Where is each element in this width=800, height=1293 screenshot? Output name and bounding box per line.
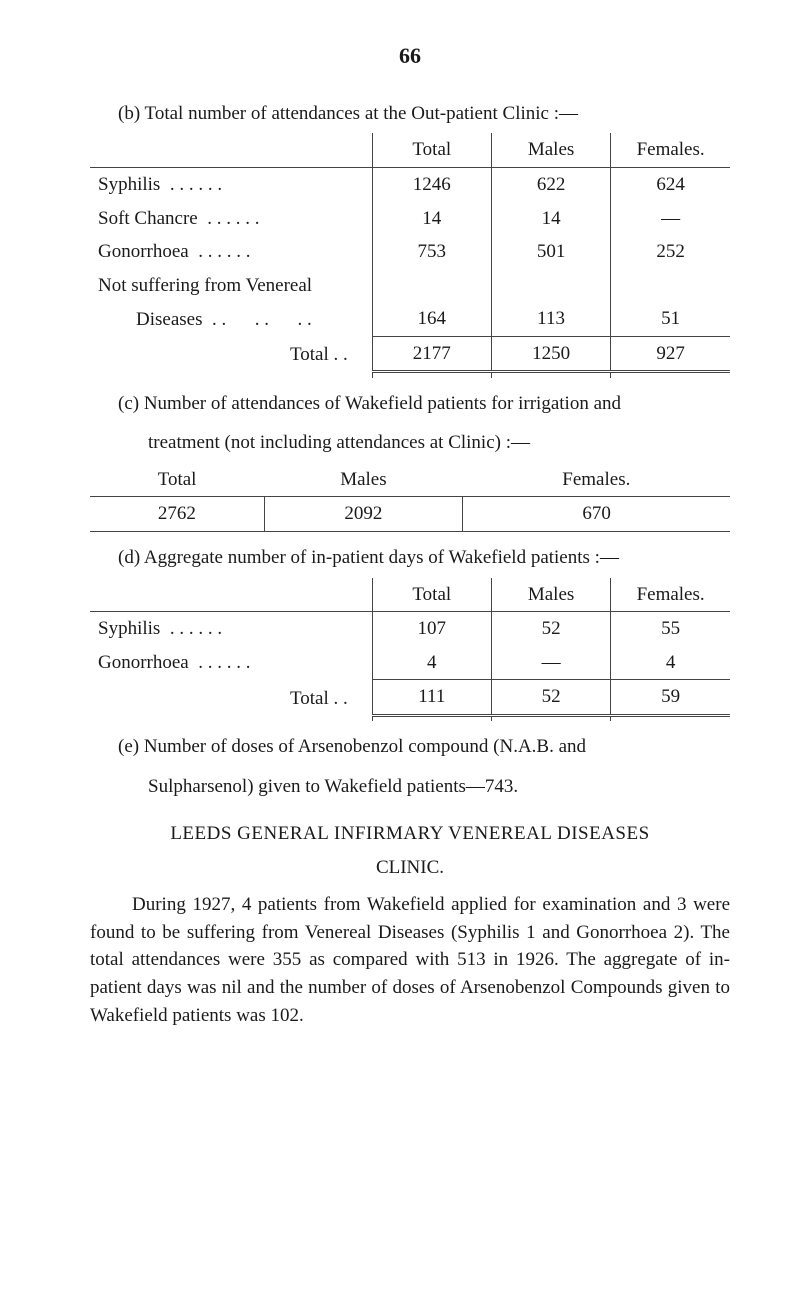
section-d-intro: (d) Aggregate number of in-patient days …	[90, 544, 730, 572]
table-row: Diseases . . . . . . 164 113 51	[90, 302, 730, 336]
row-label: Diseases . . . . . .	[90, 302, 372, 336]
row-label: Not suffering from Venereal	[90, 269, 372, 303]
leeds-subheading: CLINIC.	[90, 854, 730, 882]
table-b-head-females: Females.	[611, 133, 730, 167]
section-e-line1: (e) Number of doses of Arsenobenzol comp…	[90, 733, 730, 761]
c-males: 2092	[264, 497, 463, 532]
table-b: Total Males Females. Syphilis . . . . . …	[90, 133, 730, 377]
total-females: 59	[611, 680, 730, 716]
row-males	[491, 269, 610, 303]
table-row: Gonorrhoea . . . . . . 753 501 252	[90, 235, 730, 269]
total-total: 111	[372, 680, 491, 716]
row-total	[372, 269, 491, 303]
row-females: 624	[611, 167, 730, 201]
row-males: 113	[491, 302, 610, 336]
table-b-head-males: Males	[491, 133, 610, 167]
page-number: 66	[90, 40, 730, 72]
table-d-under-rule	[90, 715, 730, 721]
table-b-under-rule	[90, 372, 730, 378]
table-row: Not suffering from Venereal	[90, 269, 730, 303]
table-c-head-females: Females.	[463, 463, 730, 497]
row-females: —	[611, 202, 730, 236]
table-d-total-row: Total . . 111 52 59	[90, 680, 730, 716]
row-total: 1246	[372, 167, 491, 201]
c-total: 2762	[90, 497, 264, 532]
table-c-head: Total Males Females.	[90, 463, 730, 497]
table-b-head-blank	[90, 133, 372, 167]
row-label: Syphilis . . . . . .	[90, 167, 372, 201]
total-label: Total . .	[90, 336, 372, 372]
row-total: 753	[372, 235, 491, 269]
table-c-head-total: Total	[90, 463, 264, 497]
row-label: Soft Chancre . . . . . .	[90, 202, 372, 236]
table-b-total-row: Total . . 2177 1250 927	[90, 336, 730, 372]
row-label: Gonorrhoea . . . . . .	[90, 235, 372, 269]
row-label: Syphilis . . . . . .	[90, 612, 372, 646]
row-total: 164	[372, 302, 491, 336]
section-c-intro-2: treatment (not including attendances at …	[90, 429, 730, 457]
table-row: Syphilis . . . . . . 1246 622 624	[90, 167, 730, 201]
row-males: 622	[491, 167, 610, 201]
table-row: Soft Chancre . . . . . . 14 14 —	[90, 202, 730, 236]
row-males: 501	[491, 235, 610, 269]
table-d-head-males: Males	[491, 578, 610, 612]
table-d-head-total: Total	[372, 578, 491, 612]
table-b-head: Total Males Females.	[90, 133, 730, 167]
table-d-head-blank	[90, 578, 372, 612]
page: 66 (b) Total number of attendances at th…	[0, 0, 800, 1293]
table-c-row: 2762 2092 670	[90, 497, 730, 532]
table-c: Total Males Females. 2762 2092 670	[90, 463, 730, 532]
section-b-intro: (b) Total number of attendances at the O…	[90, 100, 730, 128]
row-label: Gonorrhoea . . . . . .	[90, 646, 372, 680]
leeds-paragraph: During 1927, 4 patients from Wakefield a…	[90, 891, 730, 1029]
total-total: 2177	[372, 336, 491, 372]
table-d: Total Males Females. Syphilis . . . . . …	[90, 578, 730, 722]
row-males: —	[491, 646, 610, 680]
table-c-head-males: Males	[264, 463, 463, 497]
row-total: 14	[372, 202, 491, 236]
total-males: 1250	[491, 336, 610, 372]
section-c-intro-1: (c) Number of attendances of Wakefield p…	[90, 390, 730, 418]
row-females: 55	[611, 612, 730, 646]
row-total: 4	[372, 646, 491, 680]
row-females	[611, 269, 730, 303]
total-males: 52	[491, 680, 610, 716]
table-row: Syphilis . . . . . . 107 52 55	[90, 612, 730, 646]
section-e-line2: Sulpharsenol) given to Wakefield patient…	[90, 773, 730, 801]
total-females: 927	[611, 336, 730, 372]
c-females: 670	[463, 497, 730, 532]
leeds-heading: LEEDS GENERAL INFIRMARY VENEREAL DISEASE…	[90, 820, 730, 848]
table-row: Gonorrhoea . . . . . . 4 — 4	[90, 646, 730, 680]
total-label: Total . .	[90, 680, 372, 716]
table-d-head-females: Females.	[611, 578, 730, 612]
table-b-head-total: Total	[372, 133, 491, 167]
table-d-head: Total Males Females.	[90, 578, 730, 612]
row-total: 107	[372, 612, 491, 646]
row-females: 4	[611, 646, 730, 680]
row-males: 52	[491, 612, 610, 646]
row-females: 252	[611, 235, 730, 269]
row-males: 14	[491, 202, 610, 236]
row-females: 51	[611, 302, 730, 336]
